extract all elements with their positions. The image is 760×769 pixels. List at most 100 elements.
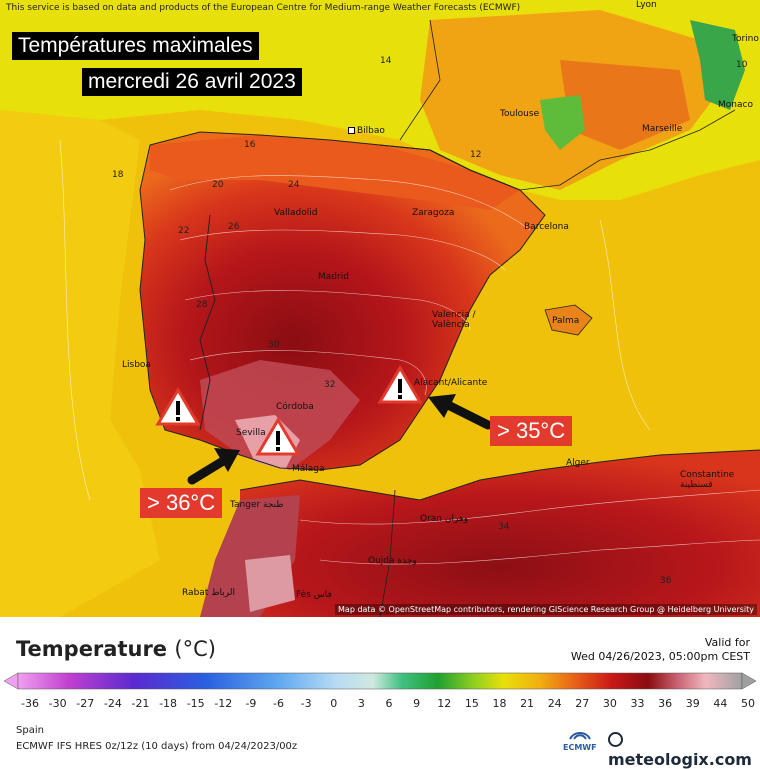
isotherm-lines [59,139,760,565]
atlantic-area [0,110,160,617]
scale-tick-label: 50 [741,697,755,710]
isotherm-label: 16 [244,140,256,150]
city-zaragoza: Zaragoza [412,208,455,218]
spain-portugal-border [199,214,216,431]
spain-france-border [379,144,521,191]
iberia-north-coast [150,135,520,210]
legend-unit: (°C) [174,637,216,661]
scale-tick-label: 3 [357,697,365,710]
valid-time: Valid for Wed 04/26/2023, 05:00pm CEST [571,636,750,664]
scale-tick-label: -36 [21,697,39,710]
isotherm-label: 10 [736,60,748,70]
callout-west: > 36°C [140,488,223,518]
scale-tick-label: 39 [685,697,700,710]
region-label: Spain [16,725,44,736]
mediterranean-coast [519,109,736,191]
city-cordoba: Córdoba [276,402,314,412]
isotherm-label: 30 [268,340,280,350]
isotherm-label: 14 [380,56,392,66]
temperature-map: This service is based on data and produc… [0,0,760,617]
meteologix-logo-icon[interactable]: meteologix.com [608,731,760,769]
morocco-very-hot [245,555,295,612]
isotherm-label: 24 [288,180,300,190]
scale-tick-label: 21 [520,697,535,710]
city-alger: Alger [566,458,590,468]
warning-icon [155,387,201,426]
city-torino: Torino [732,34,759,44]
city-malaga: Málaga [292,464,325,474]
warning-icon [255,417,301,456]
disclaimer-text: This service is based on data and produc… [6,3,521,13]
city-rabat: Rabat الرباط [182,588,235,598]
callout-east: > 35°C [490,416,573,446]
france-coastline [399,19,441,141]
andalusia-hot-core [200,360,360,470]
scale-tick-label: -15 [186,697,205,710]
city-constantine: Constantine قسنطينة [680,470,735,490]
legend-panel: Temperature (°C) Valid for Wed 04/26/202… [0,617,760,769]
isotherm-label: 32 [324,380,336,390]
isotherm-label: 20 [212,180,224,190]
city-tanger: Tanger طنجة [230,500,284,510]
city-valladolid: Valladolid [274,208,318,218]
scale-tick-label: 44 [713,697,728,710]
city-palma: Palma [552,316,580,326]
city-oujda: Oujda وجدة [368,556,417,566]
scale-tick-label: 24 [547,697,562,710]
scale-tick-label: 36 [658,697,673,710]
scale-tick-label: -27 [76,697,95,710]
city-alicante: Alacant/Alicante [414,378,488,388]
isotherm-label: 18 [112,170,124,180]
arrow-icon [428,394,493,430]
scale-tick-label: 12 [437,697,452,710]
city-marseille: Marseille [642,124,683,134]
scale-tick-label: 6 [385,697,393,710]
alps-area [690,20,745,110]
map-canvas [0,0,760,617]
scale-tick-label: -3 [300,697,312,710]
isotherm-label: 36 [660,576,672,586]
map-attribution: Map data © OpenStreetMap contributors, r… [335,604,757,615]
scale-tick-label: -18 [159,697,178,710]
isotherm-label: 28 [196,300,208,310]
valid-datetime: Wed 04/26/2023, 05:00pm CEST [570,650,750,663]
city-toulouse: Toulouse [500,109,540,119]
city-oran: Oran وهران [420,514,469,524]
south-france-warm [560,60,690,150]
city-madrid: Madrid [318,272,349,282]
city-monaco: Monaco [718,100,753,110]
scale-tick-label: 15 [464,697,479,710]
scale-tick-label: 27 [575,697,590,710]
valid-label: Valid for [704,636,750,649]
ecmwf-logo-icon: ECMWF [563,729,597,752]
scale-tick-label: -30 [48,697,67,710]
city-bilbao: Bilbao [348,126,385,136]
mallorca-coast [544,304,593,336]
scale-tick-label: 0 [330,697,338,710]
scale-tick-label: -9 [245,697,257,710]
city-lisboa: Lisboa [122,360,151,370]
warning-icon [377,365,423,404]
city-barcelona: Barcelona [524,222,569,232]
map-title: Températures maximales [12,32,259,60]
scale-tick-label: 9 [413,697,421,710]
city-lyon: Lyon [636,0,657,10]
isotherm-label: 34 [498,522,510,532]
arrow-icon [187,448,240,485]
scale-tick-label: 18 [492,697,507,710]
scale-tick-label: 30 [602,697,617,710]
color-scale-bar [3,672,757,690]
model-info: ECMWF IFS HRES 0z/12z (10 days) from 04/… [16,741,298,752]
scale-tick-label: -21 [131,697,150,710]
legend-title: Temperature (°C) [16,637,216,661]
city-fes: Fès فاس [296,590,332,600]
scale-tick-label: -6 [273,697,285,710]
city-sevilla: Sevilla [236,428,266,438]
isotherm-label: 12 [470,150,482,160]
morocco-algeria-border [379,489,396,617]
pyrenees-cool [540,95,585,150]
isotherm-label: 26 [228,222,240,232]
city-valencia: Valencia / València [432,310,476,330]
mallorca-land [545,305,592,335]
scale-tick-label: -12 [214,697,233,710]
